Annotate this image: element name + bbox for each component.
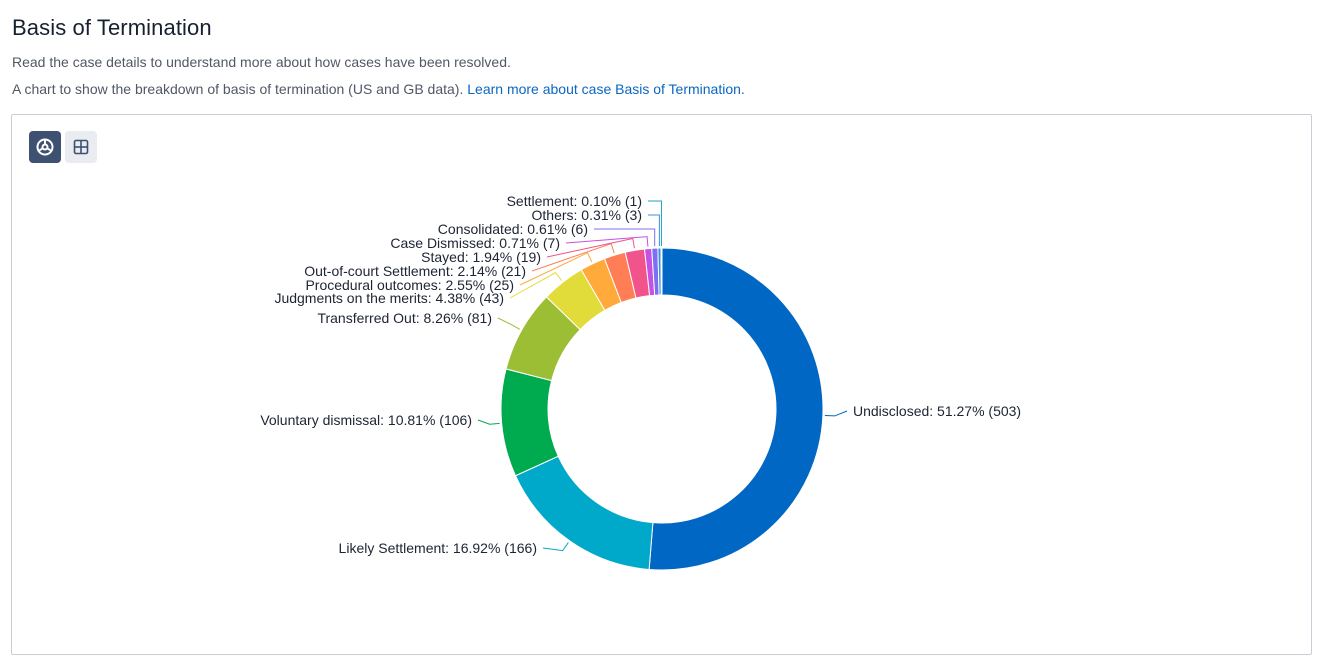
slice-label: Undisclosed: 51.27% (503) [853,403,1021,419]
slice-label: Case Dismissed: 0.71% (7) [390,235,560,251]
label-leader-line [648,215,659,246]
slice-label: Settlement: 0.10% (1) [507,193,642,209]
chart-intro-text: A chart to show the breakdown of basis o… [12,81,463,97]
page-description: Read the case details to understand more… [12,54,511,70]
slice-label: Voluntary dismissal: 10.81% (106) [260,412,472,428]
slice-label: Transferred Out: 8.26% (81) [317,310,492,326]
slice-label: Stayed: 1.94% (19) [421,249,541,265]
slice-label: Others: 0.31% (3) [532,207,643,223]
donut-slice[interactable] [501,369,558,476]
slice-label: Procedural outcomes: 2.55% (25) [305,277,514,293]
donut-slice[interactable] [661,248,662,295]
page-title: Basis of Termination [12,15,212,41]
chart-intro: A chart to show the breakdown of basis o… [12,81,745,97]
learn-more-link[interactable]: Learn more about case Basis of Terminati… [467,81,745,97]
donut-slice[interactable] [649,248,823,570]
label-leader-line [498,318,520,329]
label-leader-line [478,420,500,424]
donut-chart: Undisclosed: 51.27% (503) Likely Settleme… [12,115,1311,654]
label-leader-line [594,229,655,246]
label-leader-line [825,411,847,416]
slice-label: Consolidated: 0.61% (6) [438,221,588,237]
chart-panel: Undisclosed: 51.27% (503) Likely Settleme… [11,114,1312,655]
slice-label: Likely Settlement: 16.92% (166) [339,540,537,556]
slice-label: Out-of-court Settlement: 2.14% (21) [304,263,526,279]
label-leader-line [543,542,568,550]
